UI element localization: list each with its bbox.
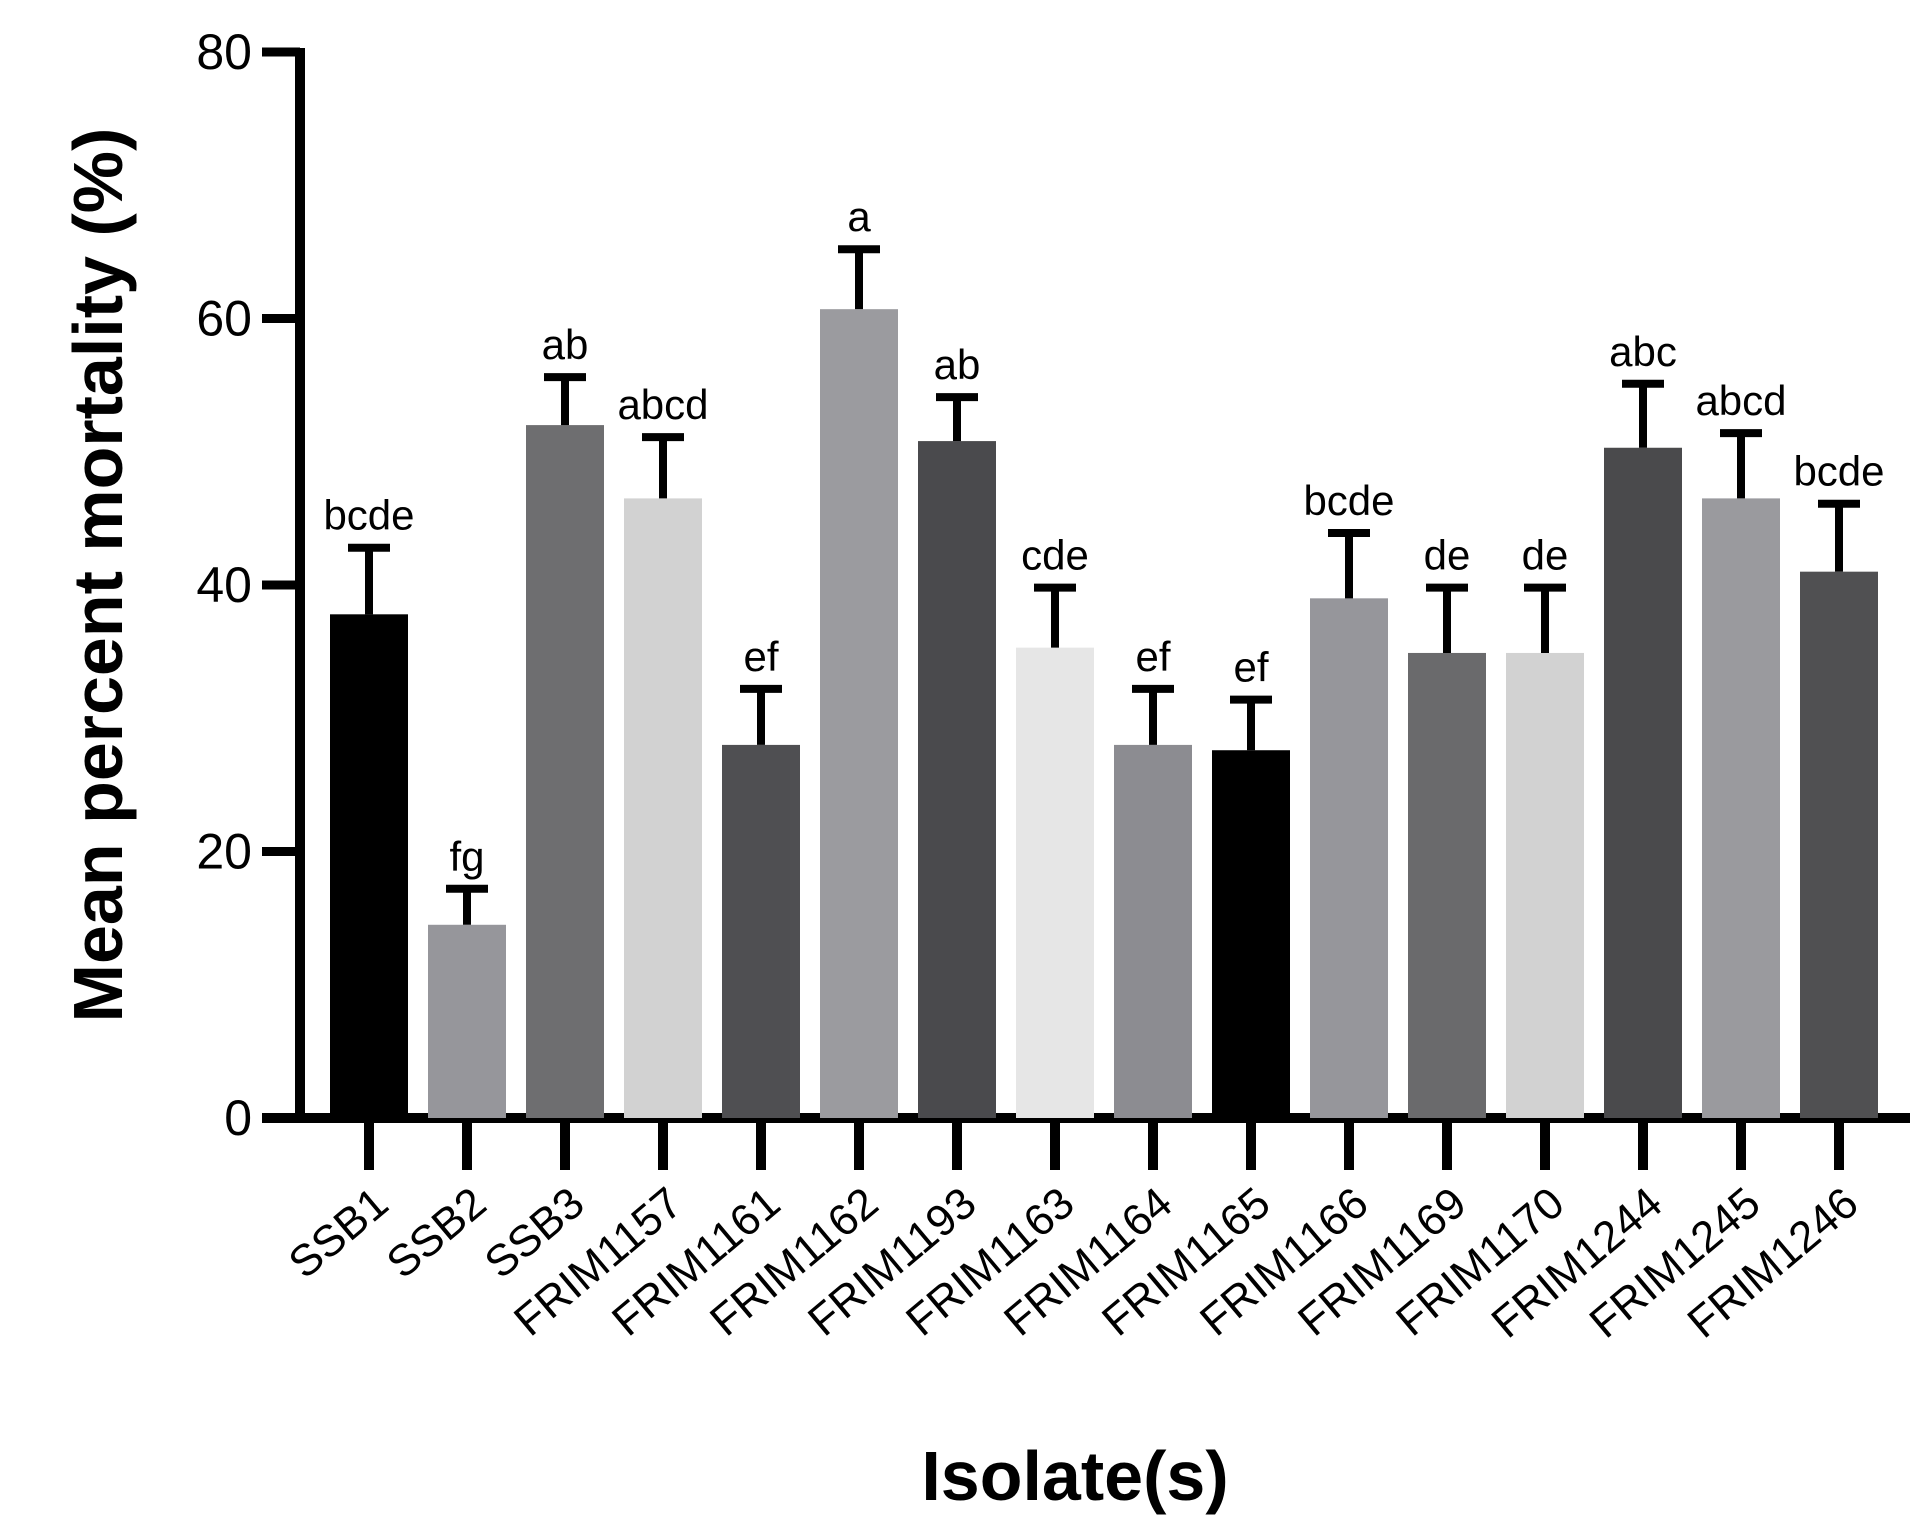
bar bbox=[428, 924, 506, 1118]
significance-label: ab bbox=[542, 321, 589, 368]
bar bbox=[526, 425, 604, 1119]
significance-label: de bbox=[1522, 532, 1569, 579]
bar bbox=[1800, 571, 1878, 1118]
bar bbox=[1212, 750, 1290, 1118]
y-axis-ticks: 0 20 40 60 80 bbox=[196, 24, 300, 1146]
bar bbox=[1310, 598, 1388, 1118]
bar bbox=[1702, 498, 1780, 1118]
significance-label: de bbox=[1424, 532, 1471, 579]
significance-label: ab bbox=[934, 341, 981, 388]
y-tick-label: 60 bbox=[196, 291, 252, 347]
y-axis-title: Mean percent mortality (%) bbox=[59, 128, 137, 1023]
x-tick-label: SSB1 bbox=[280, 1178, 398, 1288]
y-tick-label: 0 bbox=[224, 1090, 252, 1146]
x-tick-label: SSB2 bbox=[378, 1178, 496, 1288]
bar bbox=[820, 309, 898, 1118]
significance-label: ef bbox=[743, 633, 778, 680]
y-tick-label: 20 bbox=[196, 824, 252, 880]
significance-label: bcde bbox=[1793, 448, 1884, 495]
bar bbox=[722, 744, 800, 1118]
bar bbox=[1604, 447, 1682, 1118]
significance-label: cde bbox=[1021, 532, 1089, 579]
significance-label: abc bbox=[1609, 328, 1677, 375]
significance-label: ef bbox=[1233, 644, 1268, 691]
bar bbox=[1408, 652, 1486, 1118]
significance-label: ef bbox=[1135, 633, 1170, 680]
x-axis-ticks: SSB1SSB2SSB3FRIM1157FRIM1161FRIM1162FRIM… bbox=[280, 1118, 1867, 1348]
y-tick-label: 40 bbox=[196, 557, 252, 613]
error-bars bbox=[348, 245, 1860, 925]
bar bbox=[918, 441, 996, 1119]
significance-label: abcd bbox=[1695, 377, 1786, 424]
x-axis-title: Isolate(s) bbox=[921, 1437, 1228, 1515]
significance-label: abcd bbox=[617, 381, 708, 428]
bar bbox=[1016, 647, 1094, 1118]
bar bbox=[330, 614, 408, 1118]
significance-label: a bbox=[847, 193, 871, 240]
bar bbox=[1114, 744, 1192, 1118]
significance-label: bcde bbox=[1303, 477, 1394, 524]
bars bbox=[330, 309, 1878, 1119]
y-tick-label: 80 bbox=[196, 24, 252, 80]
bar bbox=[1506, 652, 1584, 1118]
bar bbox=[624, 498, 702, 1118]
significance-label: fg bbox=[449, 833, 484, 880]
significance-label: bcde bbox=[323, 492, 414, 539]
